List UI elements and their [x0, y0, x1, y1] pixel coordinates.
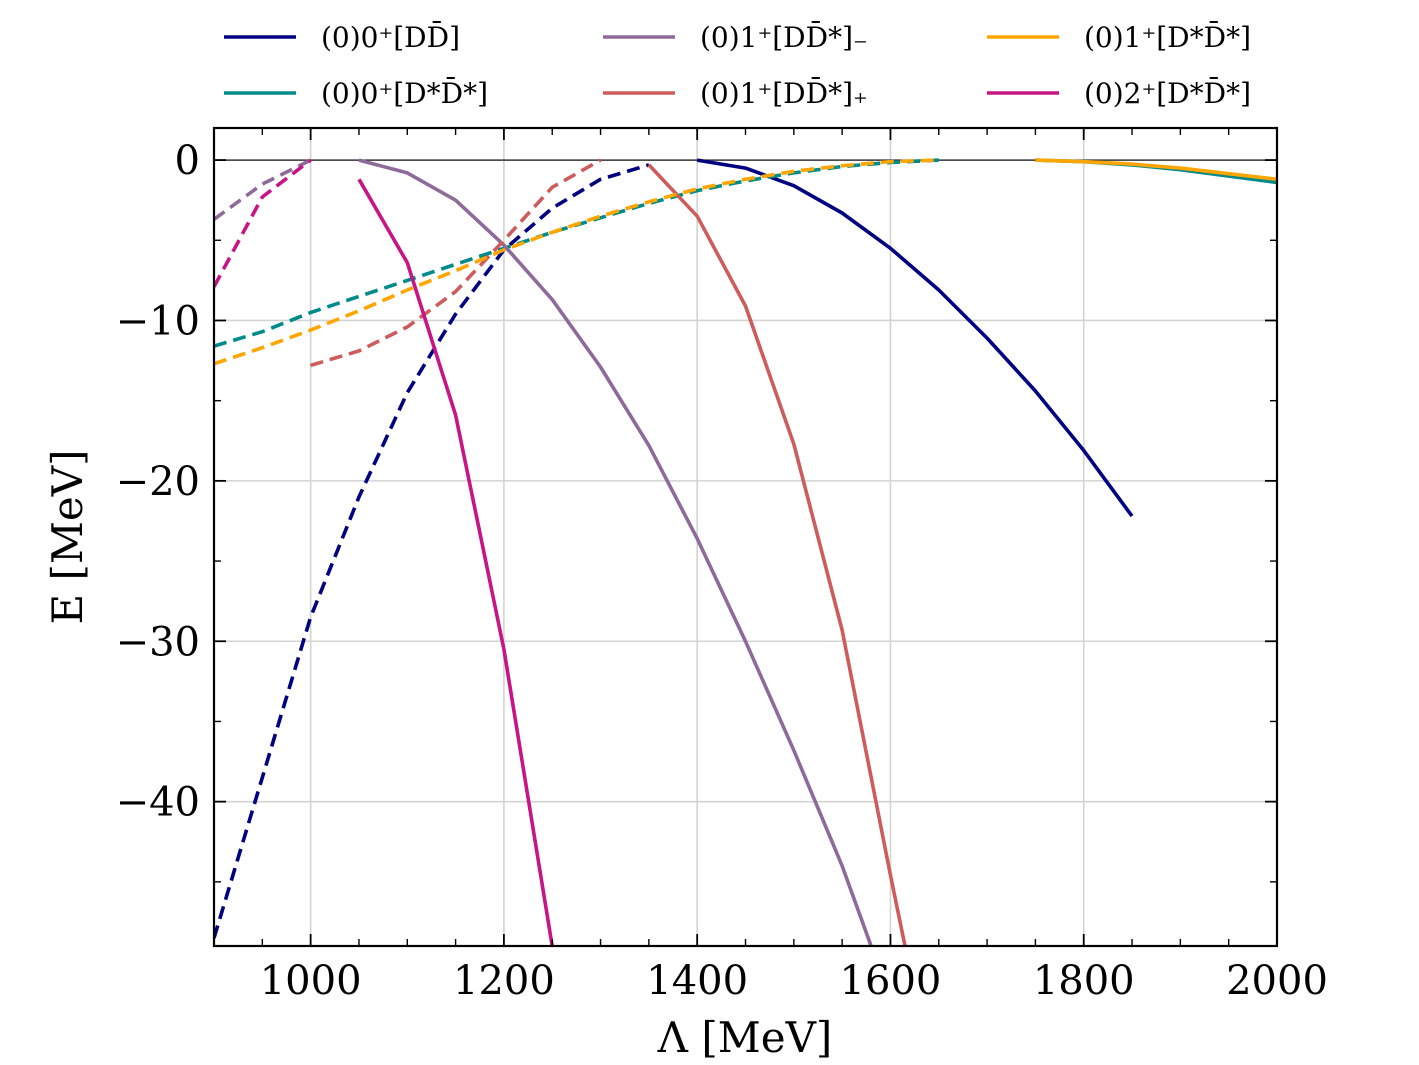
- plot-frame: [212, 126, 1279, 948]
- legend-label: (0)2⁺[D*D̄*]: [1084, 76, 1251, 110]
- series-line-5-solid: [357, 178, 554, 946]
- x-tick-label: 1600: [840, 958, 942, 1004]
- series-line-3-solid: [647, 163, 907, 946]
- y-tick-label: −10: [116, 298, 200, 344]
- x-tick-label: 2000: [1226, 958, 1328, 1004]
- legend: (0)0⁺[DD̄] (0)0⁺[D*D̄*] (0)1⁺[DD̄*]₋ (0)1⁺[…: [224, 20, 1251, 110]
- y-axis-label: E [MeV]: [43, 450, 92, 625]
- y-tick-label: 0: [175, 138, 200, 184]
- legend-label: (0)1⁺[DD̄*]₋: [700, 20, 868, 54]
- y-tick-label: −30: [116, 619, 200, 665]
- series-line-4-solid: [1035, 158, 1277, 182]
- series-line-2-solid: [358, 158, 873, 946]
- y-tick-label: −20: [116, 459, 200, 505]
- x-tick-label: 1200: [453, 958, 555, 1004]
- legend-label: (0)0⁺[DD̄]: [321, 20, 460, 54]
- series-line-0-dashed: [214, 163, 650, 939]
- tick-labels: 1000 1200 1400 1600 1800 2000 0 −10 −20 −30 −40: [116, 138, 1328, 1004]
- legend-label: (0)1⁺[D*D̄*]: [1084, 20, 1251, 54]
- x-tick-label: 1400: [646, 958, 748, 1004]
- series-line-1-dashed: [214, 158, 939, 348]
- series-line-5-dashed: [214, 158, 312, 288]
- series-line-4-dashed: [214, 158, 939, 366]
- legend-label: (0)0⁺[D*D̄*]: [321, 76, 488, 110]
- legend-label: (0)1⁺[DD̄*]₊: [700, 76, 868, 110]
- series-line-0-solid: [696, 158, 1134, 518]
- x-tick-label: 1800: [1033, 958, 1135, 1004]
- grid: [214, 128, 1277, 946]
- ticks: [213, 128, 1278, 946]
- series-line-1-solid: [1035, 158, 1277, 185]
- x-tick-label: 1000: [260, 958, 362, 1004]
- series-group: [214, 158, 1277, 946]
- x-axis-label: Λ [MeV]: [657, 1013, 833, 1062]
- y-tick-label: −40: [116, 780, 200, 826]
- series-line-3-dashed: [310, 158, 602, 368]
